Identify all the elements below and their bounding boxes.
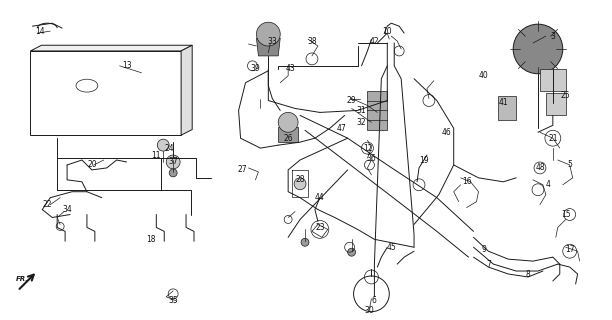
Circle shape: [348, 248, 356, 256]
Text: 3: 3: [550, 32, 555, 41]
Text: 7: 7: [486, 260, 491, 268]
Text: 36: 36: [367, 154, 376, 163]
Text: 9: 9: [481, 245, 486, 254]
Text: 4: 4: [545, 180, 550, 189]
Text: 48: 48: [535, 164, 545, 172]
Text: 29: 29: [347, 96, 356, 105]
Text: 44: 44: [315, 193, 325, 202]
Text: 12: 12: [363, 144, 372, 153]
Polygon shape: [546, 92, 565, 116]
Polygon shape: [31, 45, 192, 51]
Circle shape: [169, 169, 177, 177]
Text: 14: 14: [35, 27, 45, 36]
Text: 11: 11: [152, 150, 161, 160]
Text: 32: 32: [357, 118, 367, 127]
Text: 26: 26: [283, 134, 293, 143]
Text: 16: 16: [462, 177, 471, 186]
Text: 25: 25: [561, 91, 570, 100]
Circle shape: [513, 24, 563, 74]
Circle shape: [294, 178, 306, 190]
Polygon shape: [498, 96, 516, 120]
Circle shape: [157, 139, 169, 151]
Circle shape: [256, 22, 280, 46]
Text: 47: 47: [337, 124, 346, 133]
Text: 41: 41: [498, 98, 508, 107]
Text: 30: 30: [365, 306, 375, 315]
Text: 15: 15: [561, 210, 570, 219]
Text: 19: 19: [419, 156, 429, 164]
Text: 28: 28: [296, 175, 305, 184]
Text: 22: 22: [42, 200, 52, 209]
Text: 13: 13: [122, 61, 132, 70]
Text: 34: 34: [62, 205, 72, 214]
Polygon shape: [540, 69, 565, 91]
Text: 17: 17: [565, 245, 575, 254]
Text: FR.: FR.: [15, 276, 28, 282]
Text: 42: 42: [370, 36, 379, 45]
Text: 35: 35: [168, 296, 178, 305]
Text: 24: 24: [165, 144, 174, 153]
Text: 27: 27: [237, 165, 247, 174]
Circle shape: [278, 112, 298, 132]
Text: 45: 45: [386, 243, 396, 252]
Text: 37: 37: [168, 157, 178, 166]
Text: 8: 8: [526, 269, 531, 278]
Text: 20: 20: [87, 160, 97, 170]
Polygon shape: [367, 91, 387, 130]
Polygon shape: [278, 127, 298, 142]
Text: 38: 38: [307, 36, 317, 45]
Circle shape: [166, 155, 180, 169]
Text: 33: 33: [267, 36, 277, 45]
Text: 31: 31: [357, 106, 367, 115]
Polygon shape: [256, 38, 280, 56]
Text: 43: 43: [285, 64, 295, 73]
Text: 6: 6: [372, 296, 377, 305]
Text: 5: 5: [567, 160, 572, 170]
Text: 21: 21: [548, 134, 558, 143]
Text: 40: 40: [479, 71, 488, 80]
Text: 39: 39: [250, 64, 260, 73]
Polygon shape: [181, 45, 192, 135]
Text: 46: 46: [442, 128, 452, 137]
Text: 23: 23: [315, 223, 325, 232]
Text: 18: 18: [147, 235, 156, 244]
Circle shape: [301, 238, 309, 246]
Text: 10: 10: [382, 27, 392, 36]
